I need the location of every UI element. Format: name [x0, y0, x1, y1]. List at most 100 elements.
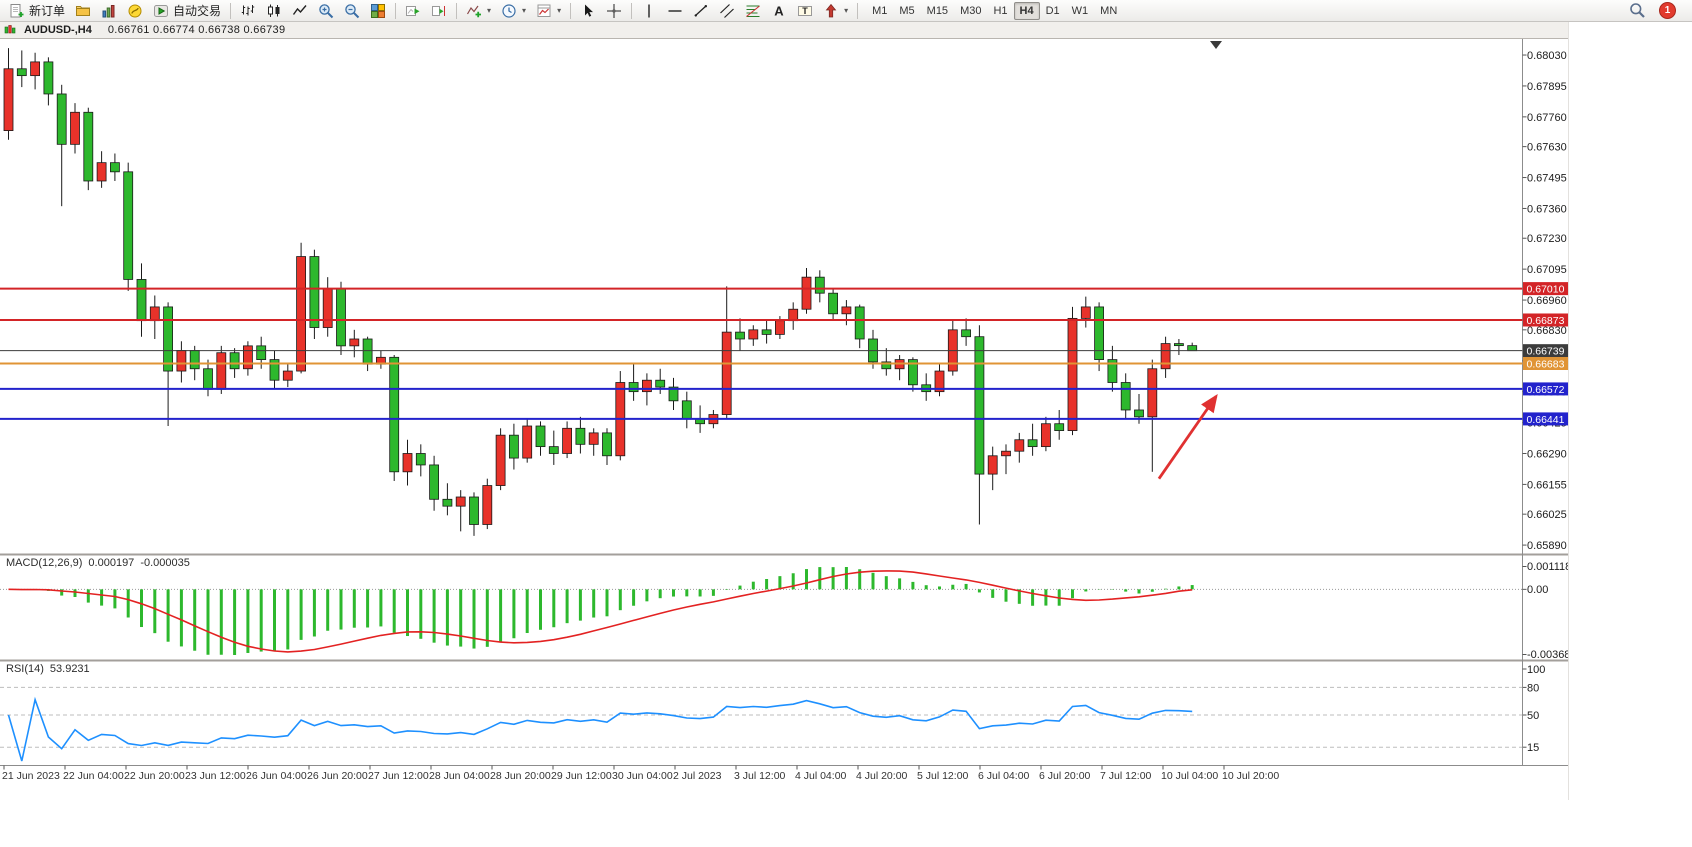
timeframe-button-m15[interactable]: M15 — [921, 2, 954, 20]
bull-candle — [96, 162, 107, 182]
macd-main-value: 0.000197 — [88, 557, 135, 569]
macd-axis-label: 0.001118 — [1527, 561, 1568, 573]
price-tag[interactable] — [1523, 344, 1568, 358]
toolbar-separator — [857, 2, 859, 19]
timeframe-toolbar: M1 M5 M15 M30 H1 H4 D1 W1 MN — [866, 1, 1123, 20]
indicators-button[interactable]: ▾ — [462, 1, 495, 21]
timeframe-button-mn[interactable]: MN — [1094, 2, 1123, 20]
bar-chart-icon — [241, 4, 255, 15]
bear-candle — [362, 338, 373, 365]
bear-candle — [123, 171, 134, 280]
templates-button[interactable]: ▾ — [532, 1, 565, 21]
bear-candle — [442, 498, 453, 507]
fibonacci-button[interactable] — [741, 1, 765, 21]
time-axis-label: 26 Jun 04:00 — [246, 770, 307, 782]
bear-candle — [735, 331, 745, 340]
arrows-dropdown-caret[interactable]: ▾ — [844, 6, 849, 15]
chart-window-icon — [4, 25, 16, 34]
bear-candle — [681, 400, 692, 420]
cursor-button[interactable] — [576, 1, 600, 21]
toolbar-separator — [395, 2, 397, 19]
timeframe-button-m1[interactable]: M1 — [866, 2, 893, 20]
bar-chart-button[interactable] — [236, 1, 260, 21]
templates-dropdown-caret[interactable]: ▾ — [557, 6, 562, 15]
timeframe-button-d1[interactable]: D1 — [1040, 2, 1066, 20]
price-axis-label: 0.66290 — [1527, 448, 1567, 460]
price-tag[interactable] — [1523, 356, 1568, 370]
market-watch-button[interactable] — [97, 1, 121, 21]
community-icon — [128, 4, 142, 17]
bull-candle — [642, 379, 652, 393]
time-axis-label: 21 Jun 2023 — [2, 770, 60, 782]
bear-candle — [602, 432, 612, 457]
bull-candle — [987, 455, 998, 475]
auto-scroll-button[interactable] — [401, 1, 425, 21]
equidistant-channel-button[interactable] — [715, 1, 739, 21]
bear-candle — [136, 279, 147, 322]
horizontal-line-button[interactable] — [663, 1, 687, 21]
zoom-in-button[interactable] — [314, 1, 338, 21]
chart-profiles-button[interactable] — [71, 1, 95, 21]
bear-candle — [655, 379, 666, 388]
timeframe-button-h1[interactable]: H1 — [987, 2, 1013, 20]
autotrading-button[interactable]: 自动交易 — [149, 1, 225, 21]
bear-candle — [189, 350, 200, 370]
time-axis-label: 26 Jun 20:00 — [307, 770, 368, 782]
time-axis-label: 27 Jun 12:00 — [368, 770, 429, 782]
bear-candle — [1054, 423, 1065, 431]
text-button[interactable]: A — [767, 1, 791, 21]
indicators-dropdown-caret[interactable]: ▾ — [487, 6, 492, 15]
tile-windows-button[interactable] — [366, 1, 390, 21]
cursor-icon — [585, 4, 594, 17]
bear-candle — [1120, 382, 1131, 411]
time-axis-label: 29 Jun 12:00 — [551, 770, 612, 782]
macd-name: MACD(12,26,9) — [6, 557, 83, 569]
price-axis-label: 0.66025 — [1527, 509, 1567, 521]
timeframe-button-m30[interactable]: M30 — [954, 2, 987, 20]
bear-candle — [508, 434, 519, 459]
timeframe-button-w1[interactable]: W1 — [1066, 2, 1095, 20]
time-axis-label: 28 Jun 04:00 — [429, 770, 490, 782]
time-axis-label: 6 Jul 20:00 — [1039, 770, 1091, 782]
bull-candle — [934, 370, 945, 393]
price-tag[interactable] — [1523, 282, 1568, 296]
community-button[interactable] — [123, 1, 147, 21]
price-tag[interactable] — [1523, 382, 1568, 396]
zoom-out-button[interactable] — [340, 1, 364, 21]
search-button[interactable] — [1625, 1, 1650, 21]
time-axis-label: 6 Jul 04:00 — [978, 770, 1030, 782]
chart-window: AUDUSD-,H4 0.66761 0.66774 0.66738 0.667… — [0, 22, 1569, 800]
chart-shift-marker[interactable] — [1210, 41, 1222, 49]
bear-candle — [761, 329, 772, 335]
line-chart-button[interactable] — [288, 1, 312, 21]
chart-area[interactable]: 0.68030 0.67895 0.67760 0.67630 0.67495 0.673… — [0, 39, 1568, 799]
macd-indicator-label: MACD(12,26,9) 0.000197 -0.000035 — [6, 557, 190, 569]
price-tag[interactable] — [1523, 412, 1568, 426]
price-axis-label: 0.67360 — [1527, 203, 1567, 215]
price-tag-label: 0.66572 — [1527, 384, 1565, 396]
bull-candle — [216, 352, 227, 390]
price-tag[interactable] — [1523, 313, 1568, 327]
time-axis-label: 28 Jun 20:00 — [490, 770, 551, 782]
vertical-line-button[interactable] — [637, 1, 661, 21]
timeframe-button-m5[interactable]: M5 — [893, 2, 920, 20]
market-watch-icon — [102, 4, 115, 17]
periods-button[interactable]: ▾ — [497, 1, 530, 21]
notification-badge[interactable]: 1 — [1659, 2, 1676, 19]
chart-shift-button[interactable] — [427, 1, 451, 21]
trend-arrow-annotation[interactable] — [1157, 393, 1218, 480]
trendline-button[interactable] — [689, 1, 713, 21]
timeframe-button-h4[interactable]: H4 — [1013, 1, 1040, 20]
arrows-icon — [825, 3, 837, 17]
new-order-button[interactable]: 新订单 — [5, 1, 69, 21]
chart-ohlc-values: 0.66761 0.66774 0.66738 0.66739 — [107, 24, 286, 36]
time-axis-label: 22 Jun 04:00 — [63, 770, 124, 782]
arrows-button[interactable]: ▾ — [819, 1, 852, 21]
candlestick-chart-button[interactable] — [262, 1, 286, 21]
candles — [3, 48, 1198, 536]
price-tag-label: 0.66739 — [1527, 346, 1565, 358]
periods-dropdown-caret[interactable]: ▾ — [522, 6, 527, 15]
bear-candle — [229, 352, 240, 370]
crosshair-button[interactable] — [602, 1, 626, 21]
text-label-button[interactable]: T — [793, 1, 817, 21]
